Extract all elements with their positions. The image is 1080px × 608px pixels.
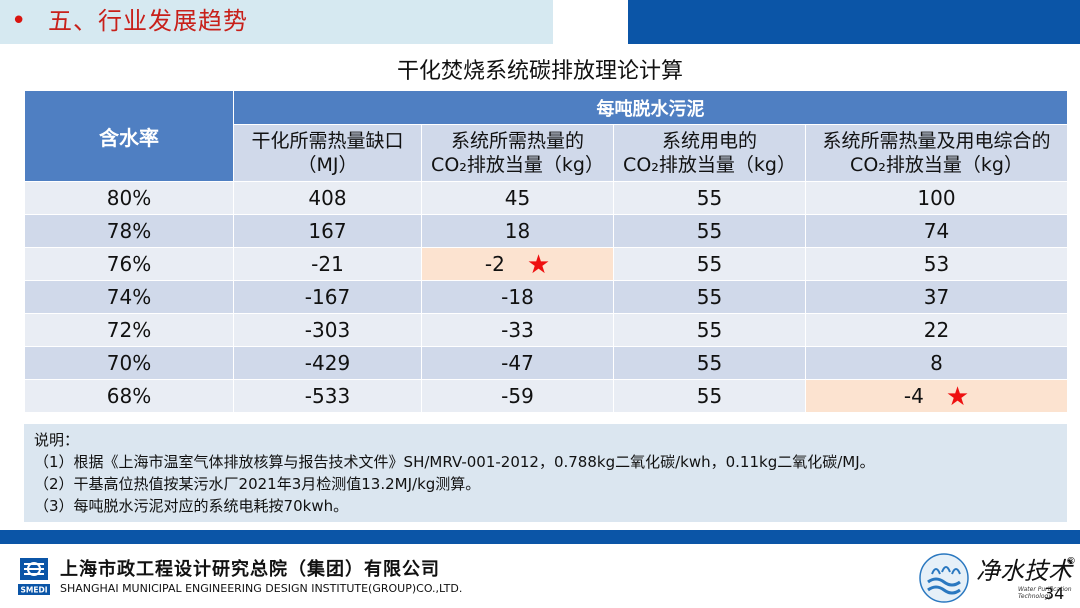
table-row: 78% 167 18 55 74 bbox=[24, 214, 1068, 248]
cell-moisture: 68% bbox=[24, 379, 234, 413]
water-drop-logo-icon bbox=[919, 553, 969, 603]
header-total-co2: 系统所需热量及用电综合的 CO₂排放当量（kg） bbox=[805, 124, 1068, 182]
cell-heat-co2: -33 bbox=[421, 313, 614, 347]
cell-heat-gap: -533 bbox=[233, 379, 422, 413]
brand-name: 净水技术 bbox=[976, 557, 1072, 585]
table-title: 干化焚烧系统碳排放理论计算 bbox=[396, 59, 683, 84]
notes-box: 说明： （1）根据《上海市温室气体排放核算与报告技术文件》SH/MRV-001-… bbox=[24, 424, 1067, 522]
note-item: （1）根据《上海市温室气体排放核算与报告技术文件》SH/MRV-001-2012… bbox=[34, 453, 875, 471]
header-power-co2-line2: CO₂排放当量（kg） bbox=[623, 154, 796, 176]
header-power-co2: 系统用电的 CO₂排放当量（kg） bbox=[613, 124, 806, 182]
header-bullet: • bbox=[11, 6, 27, 36]
cell-heat-gap: 167 bbox=[233, 214, 422, 248]
cell-power-co2: 55 bbox=[613, 247, 806, 281]
cell-total-co2-value: -4 bbox=[903, 384, 924, 408]
cell-heat-gap: 408 bbox=[233, 181, 422, 215]
table-row: 80% 408 45 55 100 bbox=[24, 181, 1068, 215]
header-heat-gap-line1: 干化所需热量缺口 bbox=[251, 130, 404, 152]
cell-total-co2: 100 bbox=[805, 181, 1068, 215]
header-heat-co2: 系统所需热量的 CO₂排放当量（kg） bbox=[421, 124, 614, 182]
cell-moisture: 74% bbox=[24, 280, 234, 314]
registered-mark: ® bbox=[1066, 556, 1076, 567]
cell-moisture: 78% bbox=[24, 214, 234, 248]
header-heat-gap: 干化所需热量缺口 （MJ） bbox=[233, 124, 422, 182]
table-row: 68% -533 -59 55 -4 ★ bbox=[24, 379, 1068, 413]
note-item: （2）干基高位热值按某污水厂2021年3月检测值13.2MJ/kg测算。 bbox=[34, 475, 481, 493]
page-title: 五、行业发展趋势 bbox=[48, 7, 248, 35]
notes-heading: 说明： bbox=[34, 431, 80, 449]
header-heat-co2-line1: 系统所需热量的 bbox=[450, 130, 584, 152]
cell-heat-co2: 18 bbox=[421, 214, 614, 248]
cell-heat-co2-value: -2 bbox=[484, 252, 505, 276]
header-power-co2-line1: 系统用电的 bbox=[661, 130, 757, 152]
header-total-co2-line1: 系统所需热量及用电综合的 bbox=[822, 130, 1051, 152]
cell-moisture: 72% bbox=[24, 313, 234, 347]
cell-power-co2: 55 bbox=[613, 214, 806, 248]
org-name-en: SHANGHAI MUNICIPAL ENGINEERING DESIGN IN… bbox=[60, 582, 463, 595]
cell-total-co2: 37 bbox=[805, 280, 1068, 314]
header-per-ton-sludge: 每吨脱水污泥 bbox=[233, 90, 1068, 125]
cell-power-co2: 55 bbox=[613, 280, 806, 314]
cell-heat-gap: -21 bbox=[233, 247, 422, 281]
table-row: 70% -429 -47 55 8 bbox=[24, 346, 1068, 380]
org-name-cn: 上海市政工程设计研究总院（集团）有限公司 bbox=[60, 559, 440, 580]
star-icon: ★ bbox=[945, 382, 970, 412]
header-heat-co2-line2: CO₂排放当量（kg） bbox=[431, 154, 604, 176]
note-item: （3）每吨脱水污泥对应的系统电耗按70kwh。 bbox=[34, 497, 349, 515]
cell-moisture: 70% bbox=[24, 346, 234, 380]
header-total-co2-line2: CO₂排放当量（kg） bbox=[850, 154, 1023, 176]
page-number: 34 bbox=[1044, 584, 1065, 603]
cell-heat-gap: -167 bbox=[233, 280, 422, 314]
header-heat-gap-line2: （MJ） bbox=[297, 154, 358, 176]
table-row: 72% -303 -33 55 22 bbox=[24, 313, 1068, 347]
header-title-bar: • 五、行业发展趋势 bbox=[0, 0, 553, 44]
cell-power-co2: 55 bbox=[613, 181, 806, 215]
cell-moisture: 80% bbox=[24, 181, 234, 215]
cell-heat-co2: -18 bbox=[421, 280, 614, 314]
brand-subtitle: Water Purification Technology bbox=[1018, 586, 1072, 600]
footer-accent-band bbox=[0, 530, 1080, 544]
header-moisture-rate: 含水率 bbox=[24, 90, 234, 182]
table-row: 76% -21 -2 ★ 55 53 bbox=[24, 247, 1068, 281]
star-icon: ★ bbox=[526, 250, 551, 280]
table-row: 74% -167 -18 55 37 bbox=[24, 280, 1068, 314]
cell-power-co2: 55 bbox=[613, 313, 806, 347]
cell-power-co2: 55 bbox=[613, 346, 806, 380]
cell-heat-co2: 45 bbox=[421, 181, 614, 215]
cell-moisture: 76% bbox=[24, 247, 234, 281]
cell-total-co2: 53 bbox=[805, 247, 1068, 281]
cell-heat-co2: -59 bbox=[421, 379, 614, 413]
logo-text: SMEDI bbox=[20, 586, 47, 595]
cell-heat-gap: -429 bbox=[233, 346, 422, 380]
cell-heat-gap: -303 bbox=[233, 313, 422, 347]
smedi-logo-icon: SMEDI bbox=[18, 558, 50, 595]
cell-power-co2: 55 bbox=[613, 379, 806, 413]
emission-table: 含水率 每吨脱水污泥 干化所需热量缺口 （MJ） 系统所需热量的 CO₂排放当量… bbox=[24, 90, 1068, 413]
cell-heat-co2-highlighted: -2 ★ bbox=[421, 247, 614, 281]
cell-heat-co2: -47 bbox=[421, 346, 614, 380]
cell-total-co2: 8 bbox=[805, 346, 1068, 380]
header-accent-bar bbox=[628, 0, 1080, 44]
cell-total-co2-highlighted: -4 ★ bbox=[805, 379, 1068, 413]
cell-total-co2: 22 bbox=[805, 313, 1068, 347]
cell-total-co2: 74 bbox=[805, 214, 1068, 248]
